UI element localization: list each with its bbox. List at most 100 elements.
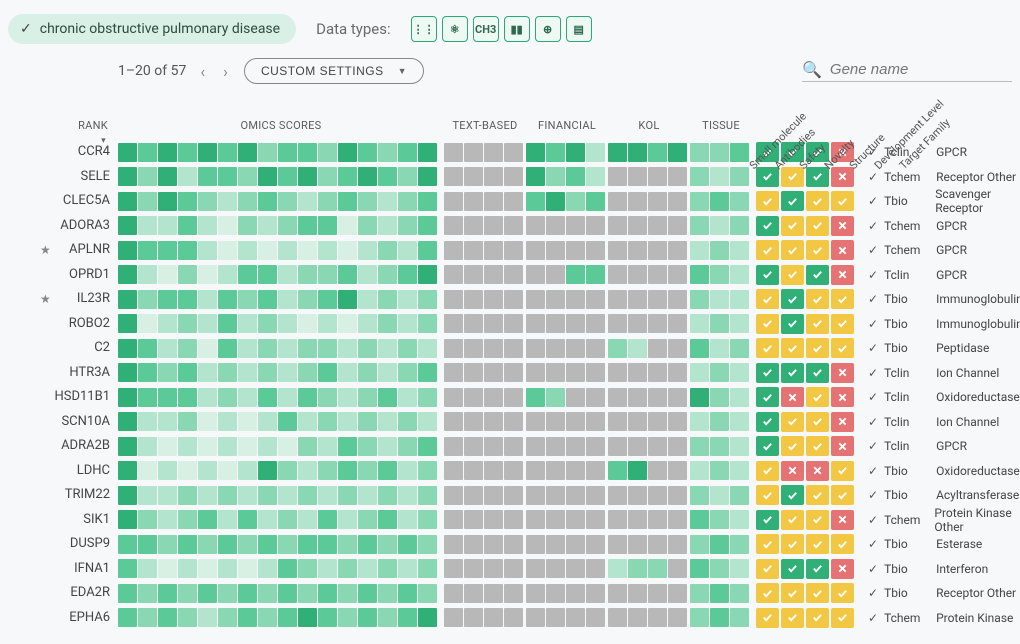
score-cell[interactable] — [338, 314, 357, 333]
druggability-cell[interactable] — [831, 289, 854, 309]
druggability-cell[interactable] — [831, 363, 854, 383]
score-cell[interactable] — [278, 265, 297, 284]
score-cell[interactable] — [138, 290, 157, 309]
score-cell[interactable] — [546, 192, 565, 211]
score-cell[interactable] — [238, 535, 257, 554]
score-cell[interactable] — [730, 486, 749, 505]
score-cell[interactable] — [138, 608, 157, 627]
score-cell[interactable] — [668, 241, 687, 260]
druggability-cell[interactable] — [781, 583, 804, 603]
score-cell[interactable] — [238, 314, 257, 333]
druggability-cell[interactable] — [806, 436, 829, 456]
score-cell[interactable] — [398, 192, 417, 211]
druggability-cell[interactable] — [756, 436, 779, 456]
score-cell[interactable] — [158, 192, 177, 211]
score-cell[interactable] — [298, 608, 317, 627]
score-cell[interactable] — [668, 216, 687, 235]
druggability-cell[interactable] — [806, 387, 829, 407]
score-cell[interactable] — [586, 437, 605, 456]
druggability-cell[interactable] — [781, 216, 804, 236]
score-cell[interactable] — [504, 412, 523, 431]
score-cell[interactable] — [668, 363, 687, 382]
score-cell[interactable] — [730, 192, 749, 211]
score-cell[interactable] — [178, 265, 197, 284]
score-cell[interactable] — [298, 192, 317, 211]
gene-label[interactable]: C2 — [8, 336, 118, 361]
druggability-cell[interactable] — [756, 265, 779, 285]
score-cell[interactable] — [298, 363, 317, 382]
score-cell[interactable] — [198, 339, 217, 358]
score-cell[interactable] — [484, 265, 503, 284]
druggability-cell[interactable] — [806, 338, 829, 358]
score-cell[interactable] — [566, 412, 585, 431]
score-cell[interactable] — [690, 265, 709, 284]
score-cell[interactable] — [198, 486, 217, 505]
score-cell[interactable] — [198, 388, 217, 407]
druggability-cell[interactable] — [756, 510, 779, 530]
score-cell[interactable] — [504, 584, 523, 603]
score-cell[interactable] — [158, 167, 177, 186]
score-cell[interactable] — [444, 535, 463, 554]
score-cell[interactable] — [608, 584, 627, 603]
score-cell[interactable] — [138, 559, 157, 578]
score-cell[interactable] — [378, 290, 397, 309]
score-cell[interactable] — [278, 461, 297, 480]
score-cell[interactable] — [198, 143, 217, 162]
score-cell[interactable] — [690, 216, 709, 235]
score-cell[interactable] — [278, 608, 297, 627]
gene-label[interactable]: SELE — [8, 165, 118, 190]
score-cell[interactable] — [338, 192, 357, 211]
score-cell[interactable] — [158, 265, 177, 284]
score-cell[interactable] — [566, 437, 585, 456]
score-cell[interactable] — [118, 584, 137, 603]
score-cell[interactable] — [178, 314, 197, 333]
score-cell[interactable] — [378, 143, 397, 162]
score-cell[interactable] — [318, 290, 337, 309]
score-cell[interactable] — [138, 388, 157, 407]
score-cell[interactable] — [586, 241, 605, 260]
score-cell[interactable] — [566, 265, 585, 284]
score-cell[interactable] — [546, 412, 565, 431]
gene-label[interactable]: CCR4 — [8, 140, 118, 165]
score-cell[interactable] — [318, 192, 337, 211]
score-cell[interactable] — [198, 265, 217, 284]
score-cell[interactable] — [198, 363, 217, 382]
score-cell[interactable] — [198, 510, 217, 529]
score-cell[interactable] — [586, 216, 605, 235]
score-cell[interactable] — [138, 584, 157, 603]
score-cell[interactable] — [158, 143, 177, 162]
druggability-cell[interactable] — [781, 608, 804, 628]
druggability-cell[interactable] — [806, 240, 829, 260]
score-cell[interactable] — [118, 314, 137, 333]
score-cell[interactable] — [526, 339, 545, 358]
score-cell[interactable] — [710, 314, 729, 333]
score-cell[interactable] — [628, 167, 647, 186]
score-cell[interactable] — [546, 363, 565, 382]
score-cell[interactable] — [710, 388, 729, 407]
score-cell[interactable] — [546, 584, 565, 603]
score-cell[interactable] — [668, 510, 687, 529]
score-cell[interactable] — [358, 535, 377, 554]
score-cell[interactable] — [710, 216, 729, 235]
score-cell[interactable] — [418, 265, 437, 284]
score-cell[interactable] — [198, 314, 217, 333]
druggability-cell[interactable] — [781, 289, 804, 309]
score-cell[interactable] — [566, 559, 585, 578]
score-cell[interactable] — [504, 143, 523, 162]
score-cell[interactable] — [118, 339, 137, 358]
score-cell[interactable] — [648, 608, 667, 627]
score-cell[interactable] — [648, 461, 667, 480]
score-cell[interactable] — [628, 486, 647, 505]
score-cell[interactable] — [526, 265, 545, 284]
druggability-cell[interactable] — [831, 265, 854, 285]
druggability-cell[interactable] — [756, 534, 779, 554]
score-cell[interactable] — [444, 290, 463, 309]
gene-label[interactable]: HSD11B1 — [8, 385, 118, 410]
score-cell[interactable] — [358, 584, 377, 603]
score-cell[interactable] — [566, 241, 585, 260]
druggability-cell[interactable] — [831, 216, 854, 236]
score-cell[interactable] — [464, 290, 483, 309]
score-cell[interactable] — [358, 290, 377, 309]
score-cell[interactable] — [484, 608, 503, 627]
score-cell[interactable] — [378, 388, 397, 407]
